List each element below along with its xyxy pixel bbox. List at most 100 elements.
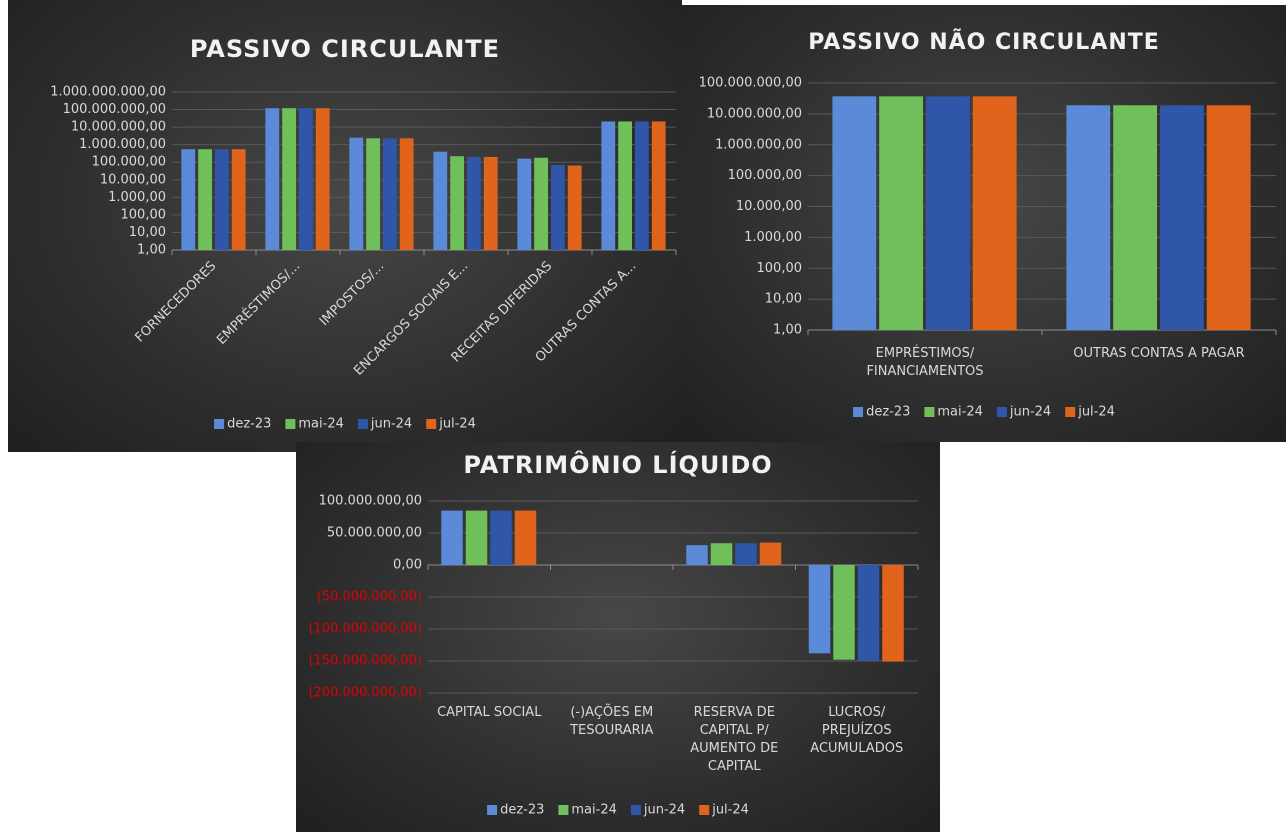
bar (601, 121, 616, 250)
legend: dez-23 mai-24 jun-24 jul-24 (853, 405, 1115, 420)
y-tick-label: 10,00 (129, 225, 166, 240)
y-tick-label: 10.000,00 (100, 172, 166, 187)
bar (433, 151, 448, 250)
bar (383, 138, 397, 250)
legend: dez-23 mai-24 jun-24 jul-24 (487, 803, 749, 818)
y-tick-label: 10,00 (765, 292, 802, 307)
bar (808, 565, 831, 654)
legend-swatch (285, 419, 296, 429)
legend-swatch (996, 407, 1007, 417)
y-tick-label: 0,00 (393, 558, 422, 573)
y-tick-label: 100.000.000,00 (699, 76, 802, 91)
legend-swatch (214, 419, 225, 429)
y-tick-label: 100,00 (757, 261, 803, 276)
x-tick-label: LUCROS/ PREJUÍZOS ACUMULADOS (810, 705, 904, 756)
bar (759, 542, 782, 565)
chart-title: PATRIMÔNIO LÍQUIDO (463, 449, 772, 479)
bar (635, 121, 649, 250)
legend: dez-23 mai-24 jun-24 jul-24 (214, 417, 476, 432)
x-tick-label: (-)AÇÕES EM TESOURARIA (570, 705, 654, 738)
y-tick-label: 50.000.000,00 (327, 526, 422, 541)
legend-label: jul-24 (711, 803, 749, 818)
legend-label: mai-24 (571, 803, 616, 818)
y-tick-label: 100.000.000,00 (319, 494, 422, 509)
bar (1066, 105, 1111, 330)
chart-passivo-nao-circulante: PASSIVO NÃO CIRCULANTE 1,00 10,00 100,00 1.0… (682, 5, 1286, 442)
bar (1206, 105, 1251, 330)
y-tick-label: 1.000,00 (744, 230, 802, 245)
legend-swatch (1065, 407, 1076, 417)
legend-label: dez-23 (227, 417, 271, 432)
legend-label: dez-23 (866, 405, 910, 420)
x-tick-label: RESERVA DE CAPITAL P/ AUMENTO DE CAPITAL (690, 705, 779, 774)
bar (832, 96, 877, 330)
chart-patrimonio-liquido: PATRIMÔNIO LÍQUIDO (200.000.000,00) (150.0… (296, 442, 940, 832)
bar (181, 149, 196, 250)
bar (1113, 105, 1157, 330)
bar (882, 565, 904, 662)
bar (833, 565, 855, 660)
bar (265, 108, 280, 250)
legend-label: jun-24 (1009, 405, 1051, 420)
bar (551, 164, 565, 250)
y-tick-label: (50.000.000,00) (317, 590, 422, 605)
legend-swatch (924, 407, 935, 417)
y-tick-label: (100.000.000,00) (308, 622, 422, 637)
bar (483, 156, 498, 250)
y-tick-label: 1,00 (137, 243, 166, 258)
y-tick-label: 100.000.000,00 (63, 102, 166, 117)
bar (315, 108, 330, 250)
bar (534, 157, 548, 250)
bar (651, 121, 666, 250)
x-tick-label: CAPITAL SOCIAL (437, 705, 542, 720)
bar (490, 510, 512, 565)
bar (972, 96, 1017, 330)
bar (926, 96, 970, 330)
y-tick-label: 100.000,00 (92, 155, 166, 170)
y-tick-label: 1.000,00 (108, 190, 166, 205)
chart-title: PASSIVO CIRCULANTE (190, 35, 500, 63)
bar (514, 510, 537, 565)
legend-label: jun-24 (370, 417, 412, 432)
bar (441, 510, 463, 565)
chart-svg: PASSIVO NÃO CIRCULANTE 1,00 10,00 100,00 1.0… (699, 29, 1277, 420)
y-tick-label: 10.000.000,00 (707, 106, 802, 121)
bar (299, 108, 313, 250)
chart-svg: PASSIVO CIRCULANTE 1,00 10,00 100,00 1.000,0… (50, 35, 677, 432)
bar (517, 158, 532, 250)
bar (735, 543, 757, 565)
legend-label: jul-24 (1077, 405, 1115, 420)
x-tick-label: EMPRÉSTIMOS/ FINANCIAMENTOS (866, 346, 984, 379)
legend-label: mai-24 (937, 405, 982, 420)
y-tick-label: (150.000.000,00) (308, 654, 422, 669)
y-tick-label: 1,00 (773, 323, 802, 338)
bar (1160, 105, 1204, 330)
y-tick-label: 1.000.000,00 (79, 137, 166, 152)
legend-swatch (630, 805, 641, 815)
legend-swatch (426, 419, 437, 429)
bar (686, 545, 708, 565)
legend-swatch (357, 419, 368, 429)
y-tick-label: 10.000,00 (736, 199, 802, 214)
bar (215, 149, 229, 250)
bar (231, 149, 246, 250)
chart-svg: PATRIMÔNIO LÍQUIDO (200.000.000,00) (150.0… (308, 449, 919, 818)
y-tick-label: 1.000.000.000,00 (50, 85, 166, 100)
x-tick-label: FORNECEDORES (133, 259, 220, 346)
bar (879, 96, 923, 330)
bar (465, 510, 488, 565)
x-tick-label: OUTRAS CONTAS A PAGAR (1073, 346, 1245, 361)
x-tick-label: IMPOSTOS/... (317, 259, 387, 329)
bar (198, 149, 212, 250)
legend-swatch (558, 805, 569, 815)
bar (366, 138, 380, 250)
y-tick-label: 1.000.000,00 (715, 137, 802, 152)
bar (467, 156, 481, 250)
legend-label: jul-24 (438, 417, 476, 432)
y-tick-label: 10.000.000,00 (71, 120, 166, 135)
legend-label: mai-24 (298, 417, 343, 432)
legend-label: dez-23 (500, 803, 544, 818)
x-tick-label: EMPRÉSTIMOS/... (213, 258, 303, 348)
bar (618, 121, 632, 250)
